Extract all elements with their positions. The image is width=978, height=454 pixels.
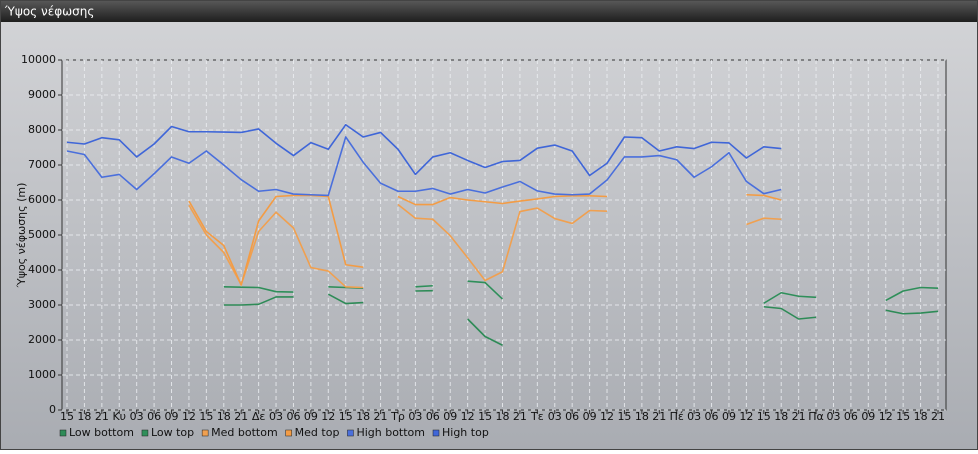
x-tick-label: 15	[478, 410, 492, 423]
x-tick-label: 06	[844, 410, 858, 423]
y-tick-label: 2000	[28, 333, 56, 346]
legend-swatch	[141, 429, 149, 437]
x-tick-label: Πέ	[670, 410, 684, 423]
legend-label: High bottom	[356, 426, 425, 439]
x-tick-label: 09	[722, 410, 736, 423]
x-tick-label: 18	[77, 410, 91, 423]
legend-swatch	[201, 429, 209, 437]
series-line	[188, 203, 782, 289]
x-tick-label: 12	[600, 410, 614, 423]
x-tick-label: 18	[356, 410, 370, 423]
x-tick-label: 18	[217, 410, 231, 423]
y-tick-label: 3000	[28, 298, 56, 311]
x-tick-label: 15	[617, 410, 631, 423]
x-tick-label: 15	[757, 410, 771, 423]
legend-swatch	[432, 429, 440, 437]
series-line	[188, 193, 782, 286]
series-line	[223, 289, 939, 346]
x-tick-label: 09	[443, 410, 457, 423]
legend-swatch	[59, 429, 67, 437]
x-tick-label: Τε	[530, 410, 544, 423]
y-tick-label: 9000	[28, 88, 56, 101]
x-tick-label: 15	[199, 410, 213, 423]
x-tick-label: 06	[565, 410, 579, 423]
x-tick-label: 12	[461, 410, 475, 423]
x-tick-label: 21	[374, 410, 388, 423]
legend-swatch	[347, 429, 354, 437]
y-tick-label: 4000	[28, 263, 56, 276]
legend-label: Low bottom	[69, 426, 134, 439]
x-tick-label: 06	[705, 410, 719, 423]
x-tick-label: 21	[652, 410, 666, 423]
x-tick-label: 03	[269, 410, 283, 423]
legend-label: Med bottom	[211, 426, 278, 439]
title-bar	[0, 0, 978, 22]
y-axis-label: Ύψος νέφωσης (m)	[15, 183, 28, 289]
x-tick-label: 21	[931, 410, 945, 423]
series-line	[66, 123, 782, 177]
x-tick-label: 21	[513, 410, 527, 423]
x-tick-label: 06	[286, 410, 300, 423]
y-tick-label: 7000	[28, 158, 56, 171]
x-tick-label: Τρ	[390, 410, 405, 423]
x-tick-label: 06	[147, 410, 161, 423]
legend-label: Low top	[151, 426, 194, 439]
x-tick-label: 21	[792, 410, 806, 423]
x-tick-label: 18	[774, 410, 788, 423]
x-tick-label: 15	[60, 410, 74, 423]
x-tick-label: 09	[165, 410, 179, 423]
window-title: Ύψος νέφωσης	[4, 5, 94, 19]
y-tick-label: 1000	[28, 368, 56, 381]
y-tick-label: 0	[49, 403, 56, 416]
x-tick-label: 03	[408, 410, 422, 423]
x-tick-label: 21	[95, 410, 109, 423]
legend-swatch	[285, 429, 292, 437]
x-tick-label: 12	[879, 410, 893, 423]
x-tick-label: 12	[182, 410, 196, 423]
y-tick-label: 10000	[21, 53, 56, 66]
x-tick-label: 09	[861, 410, 875, 423]
x-tick-label: 09	[583, 410, 597, 423]
y-tick-label: 6000	[28, 193, 56, 206]
x-tick-label: 18	[496, 410, 510, 423]
x-tick-label: Κυ	[112, 410, 126, 423]
x-tick-label: 21	[234, 410, 248, 423]
x-tick-label: Πα	[808, 410, 824, 423]
x-tick-label: 03	[687, 410, 701, 423]
x-tick-label: 12	[321, 410, 335, 423]
x-tick-label: 03	[548, 410, 562, 423]
x-tick-label: 03	[826, 410, 840, 423]
y-tick-label: 8000	[28, 123, 56, 136]
x-tick-label: 06	[426, 410, 440, 423]
x-tick-label: 03	[130, 410, 144, 423]
x-tick-label: 15	[339, 410, 353, 423]
x-tick-label: 15	[896, 410, 910, 423]
x-tick-label: 18	[914, 410, 928, 423]
series-line	[66, 136, 782, 197]
x-tick-label: Δε	[252, 410, 266, 423]
x-tick-label: 09	[304, 410, 318, 423]
legend-label: High top	[442, 426, 489, 439]
x-tick-label: 18	[635, 410, 649, 423]
legend-label: Med top	[295, 426, 340, 439]
y-tick-label: 5000	[28, 228, 56, 241]
x-tick-label: 12	[739, 410, 753, 423]
